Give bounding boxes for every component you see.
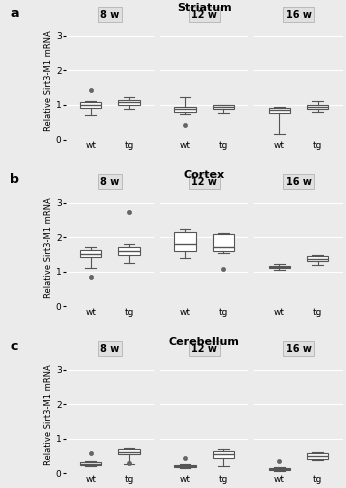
- Title: 12 w: 12 w: [191, 177, 217, 187]
- PathPatch shape: [307, 453, 328, 459]
- Text: Cortex: Cortex: [184, 170, 225, 180]
- Title: 16 w: 16 w: [285, 177, 311, 187]
- PathPatch shape: [269, 468, 290, 470]
- PathPatch shape: [80, 102, 101, 108]
- PathPatch shape: [174, 465, 195, 467]
- Title: 16 w: 16 w: [285, 344, 311, 354]
- Title: 8 w: 8 w: [100, 10, 119, 20]
- PathPatch shape: [269, 108, 290, 113]
- PathPatch shape: [213, 451, 234, 458]
- Text: a: a: [10, 6, 19, 20]
- PathPatch shape: [174, 107, 195, 112]
- Text: c: c: [10, 340, 18, 353]
- Y-axis label: Relative Sirt3-M1 mRNA: Relative Sirt3-M1 mRNA: [44, 30, 53, 131]
- PathPatch shape: [174, 232, 195, 251]
- PathPatch shape: [213, 234, 234, 251]
- Text: Striatum: Striatum: [177, 3, 231, 13]
- PathPatch shape: [307, 105, 328, 109]
- Title: 12 w: 12 w: [191, 344, 217, 354]
- PathPatch shape: [118, 449, 139, 454]
- Y-axis label: Relative Sirt3-M1 mRNA: Relative Sirt3-M1 mRNA: [44, 197, 53, 298]
- Title: 8 w: 8 w: [100, 344, 119, 354]
- Title: 16 w: 16 w: [285, 10, 311, 20]
- Title: 8 w: 8 w: [100, 177, 119, 187]
- PathPatch shape: [213, 105, 234, 109]
- Text: Cerebellum: Cerebellum: [169, 337, 239, 347]
- PathPatch shape: [80, 250, 101, 257]
- Y-axis label: Relative Sirt3-M1 mRNA: Relative Sirt3-M1 mRNA: [44, 364, 53, 465]
- PathPatch shape: [307, 256, 328, 262]
- PathPatch shape: [80, 462, 101, 465]
- PathPatch shape: [269, 265, 290, 268]
- PathPatch shape: [118, 100, 139, 105]
- Text: b: b: [10, 173, 19, 186]
- PathPatch shape: [118, 247, 139, 255]
- Title: 12 w: 12 w: [191, 10, 217, 20]
